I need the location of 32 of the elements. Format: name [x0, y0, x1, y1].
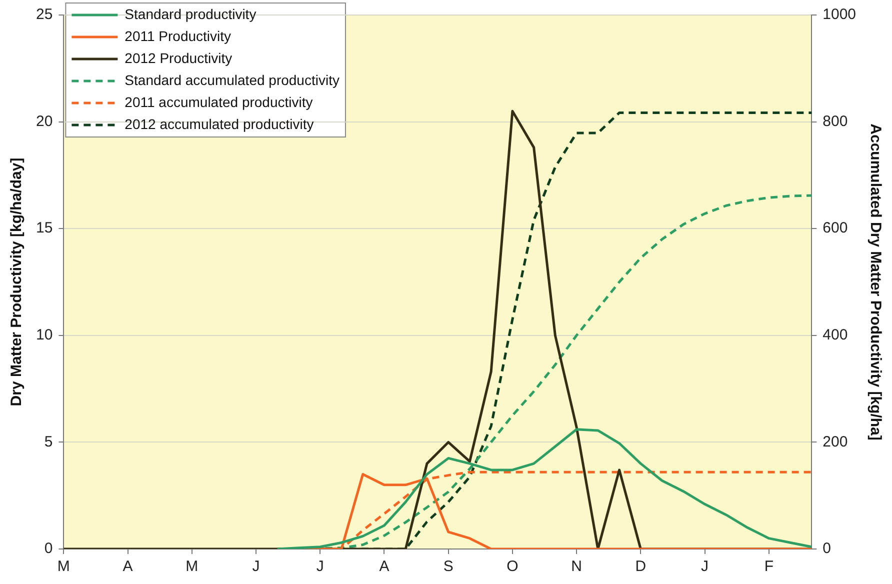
legend-label: 2012 accumulated productivity: [124, 116, 314, 132]
y-tick-label: 15: [36, 220, 53, 237]
y2-tick-label: 800: [822, 112, 848, 130]
y2-tick-label: 400: [822, 326, 848, 344]
y-tick-label: 25: [36, 6, 53, 24]
x-tick-label: J: [701, 558, 709, 576]
legend-label: 2011 Productivity: [124, 28, 232, 44]
x-tick-label: M: [57, 558, 70, 576]
x-tick-label: S: [443, 558, 454, 576]
y-axis-title: Dry Matter Productivity [kg/ha/day]: [8, 158, 26, 406]
x-tick-label: J: [316, 558, 324, 576]
legend-label: 2012 Productivity: [124, 50, 232, 66]
y-tick-label: 10: [36, 326, 53, 344]
x-tick-label: O: [506, 558, 518, 576]
y2-tick-label: 600: [822, 220, 848, 237]
x-tick-label: M: [186, 558, 198, 576]
x-tick-label: D: [635, 558, 646, 576]
y2-tick-label: 1000: [822, 6, 856, 24]
x-tick-label: A: [379, 558, 390, 576]
x-tick-label: J: [252, 558, 260, 576]
legend-label: Standard productivity: [124, 6, 256, 22]
legend-label: Standard accumulated productivity: [124, 72, 340, 88]
y-tick-label: 20: [36, 112, 53, 130]
legend-label: 2011 accumulated productivity: [124, 94, 313, 110]
y2-tick-label: 0: [822, 540, 831, 558]
y-tick-label: 5: [44, 433, 53, 450]
x-tick-label: F: [764, 558, 774, 576]
x-tick-label: A: [122, 558, 133, 576]
x-tick-label: N: [571, 558, 582, 576]
y-tick-label: 0: [44, 540, 53, 558]
y2-axis-title: Accumulated Dry Matter Productivity [kg/ha]: [866, 124, 884, 440]
y2-tick-label: 200: [822, 433, 848, 450]
